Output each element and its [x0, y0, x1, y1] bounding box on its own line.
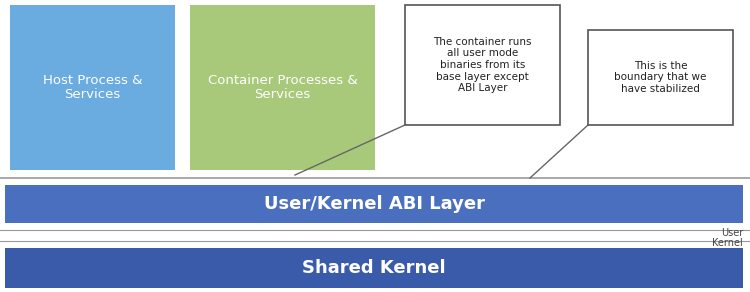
Text: Container Processes &
Services: Container Processes & Services: [208, 74, 357, 102]
Bar: [10, 5, 175, 170]
Bar: [190, 5, 375, 170]
Bar: [5, 185, 743, 223]
Text: User: User: [721, 228, 743, 238]
Text: Host Process &
Services: Host Process & Services: [43, 74, 142, 102]
Text: User/Kernel ABI Layer: User/Kernel ABI Layer: [263, 195, 484, 213]
Bar: [405, 5, 560, 125]
Bar: [5, 248, 743, 288]
Text: Shared Kernel: Shared Kernel: [302, 259, 446, 277]
Text: Kernel: Kernel: [712, 238, 743, 248]
Text: The container runs
all user mode
binaries from its
base layer except
ABI Layer: The container runs all user mode binarie…: [433, 37, 532, 93]
Text: This is the
boundary that we
have stabilized: This is the boundary that we have stabil…: [614, 61, 706, 94]
Bar: [588, 30, 733, 125]
